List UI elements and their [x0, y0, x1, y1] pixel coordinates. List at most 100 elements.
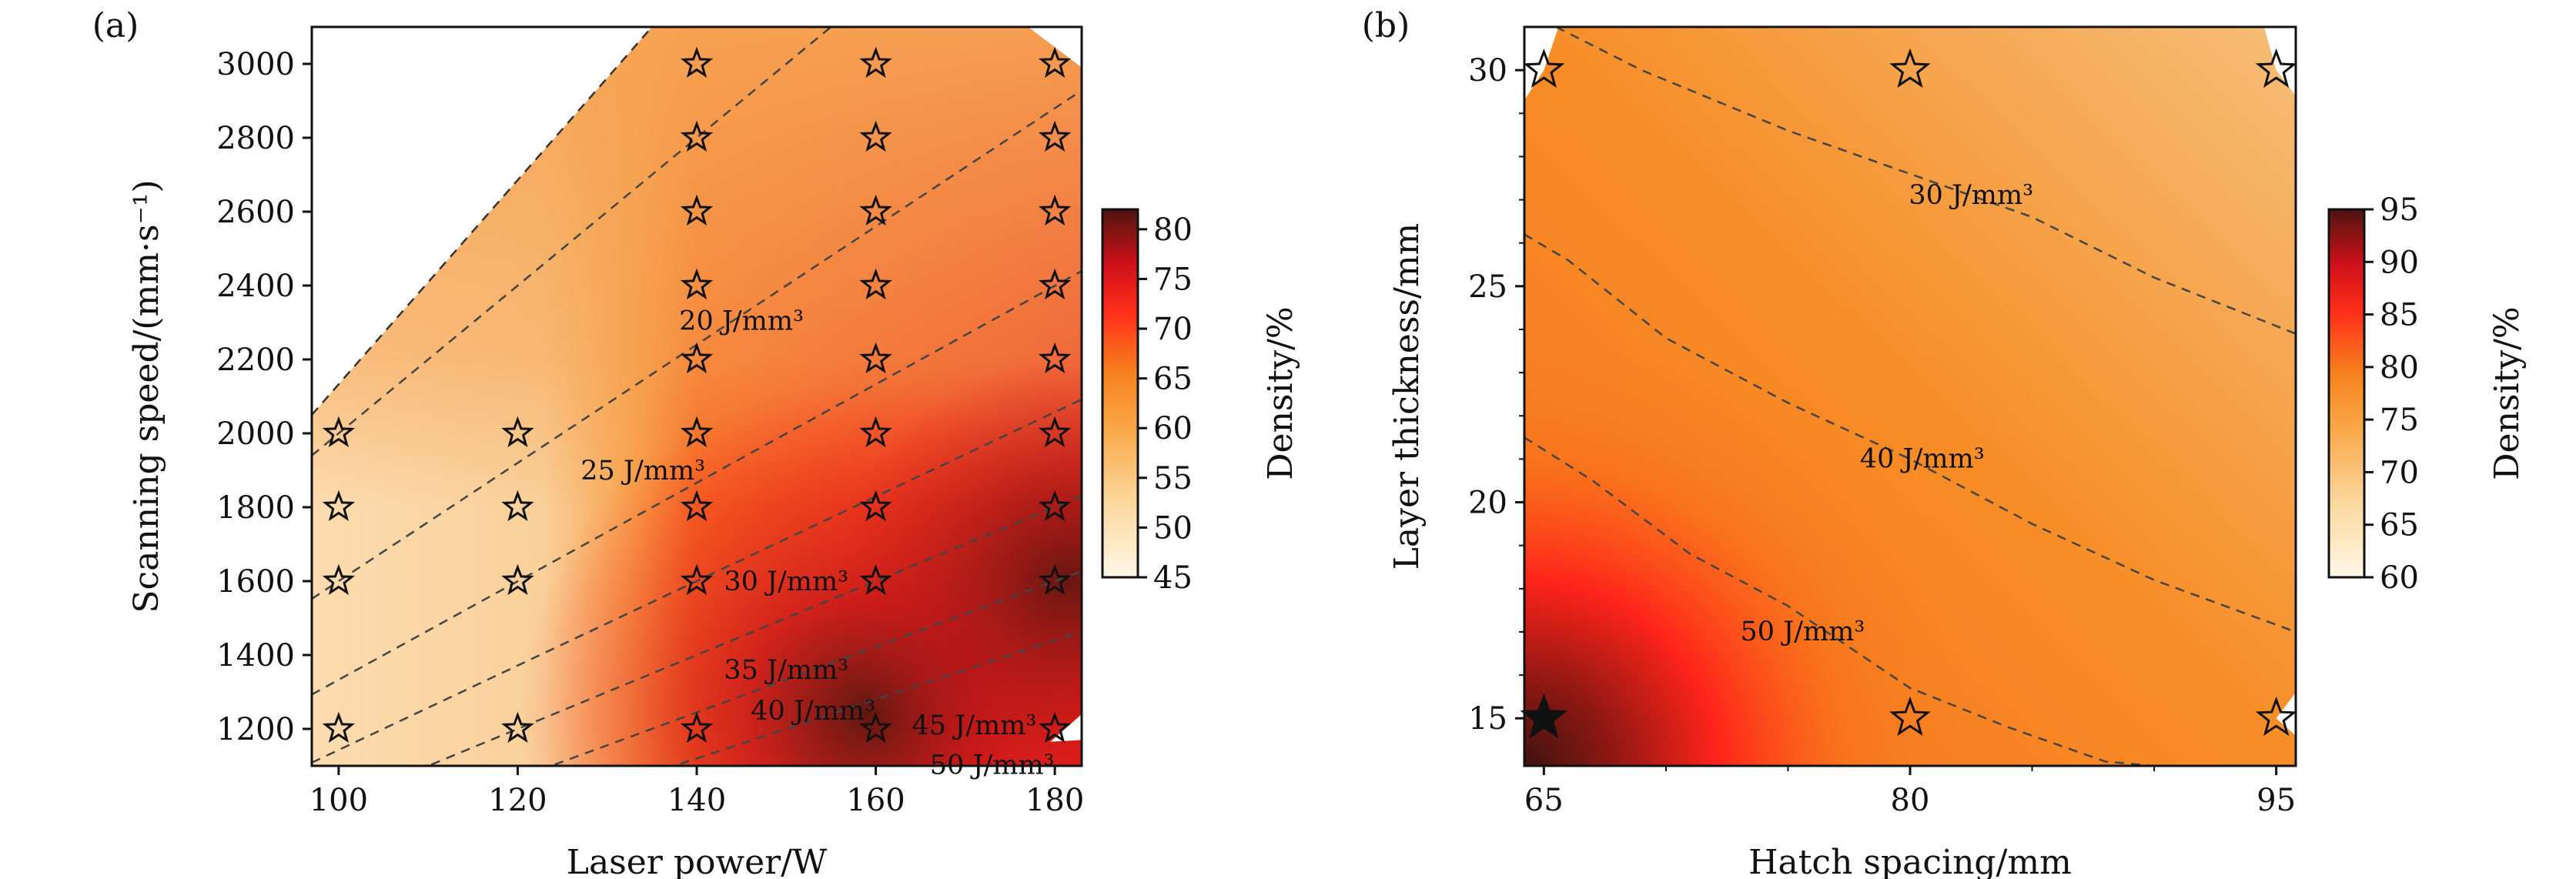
sample-star-marker	[859, 120, 892, 152]
contour-label: 40 J/mm³	[751, 696, 875, 727]
panel-b-contours	[1524, 27, 2296, 766]
colorbar-tick-label: 75	[2380, 403, 2419, 438]
sample-star-marker	[859, 711, 892, 744]
sample-star-marker	[1038, 490, 1072, 522]
contour-line	[312, 398, 1082, 764]
sample-star-marker	[1038, 563, 1072, 596]
panel-b-colorbar-ticks: 60 65 70 75 80 85 90 95	[2364, 192, 2419, 596]
x-tick-label: 160	[846, 783, 905, 818]
panel-a-contour-labels: 20 J/mm³ 25 J/mm³ 30 J/mm³ 35 J/mm³ 40 J/mm³…	[580, 306, 1054, 781]
y-tick-label: 25	[1468, 269, 1507, 305]
sample-star-marker	[859, 268, 892, 300]
sample-star-marker	[1038, 342, 1072, 374]
colorbar-tick-label: 95	[2380, 192, 2419, 228]
sample-star-marker	[859, 416, 892, 448]
sample-star-marker	[680, 120, 714, 152]
sample-star-marker	[859, 490, 892, 522]
contour-line	[312, 269, 1082, 696]
sample-star-marker	[680, 46, 714, 79]
x-tick-label: 100	[309, 783, 368, 818]
panel-a-y-axis: 1200 1400 1600 1800 2000 2200 2400 2600 2800 3000	[216, 47, 312, 747]
y-tick-label: 2200	[216, 343, 295, 378]
y-tick-label: 1400	[216, 638, 295, 673]
colorbar-tick-label: 65	[2380, 508, 2419, 543]
contour-label: 25 J/mm³	[580, 456, 705, 486]
sample-star-marker	[680, 711, 714, 744]
panel-a-colorbar-ticks: 45 50 55 60 65 70 75 80	[1138, 212, 1193, 596]
panel-b-colorbar-bar	[2327, 208, 2366, 579]
colorbar-tick-label: 60	[2380, 560, 2419, 596]
colorbar-tick-label: 85	[2380, 298, 2419, 333]
colorbar-tick-label: 60	[1153, 411, 1193, 446]
sample-star-marker	[1889, 48, 1931, 89]
sample-star-marker	[859, 342, 892, 374]
y-tick-label: 1600	[216, 564, 295, 600]
sample-star-marker	[501, 490, 534, 522]
colorbar-tick-label: 80	[2380, 350, 2419, 386]
colorbar-tick-label: 65	[1153, 362, 1193, 397]
panel-b-y-axis-title: Layer thickness/mm	[1387, 223, 1427, 570]
panel-b-colorbar: 60 65 70 75 80 85 90 95 Density/%	[2327, 192, 2527, 596]
panel-a-high-density-region-right	[312, 27, 1082, 766]
panel-b-contour-labels: 30 J/mm³ 40 J/mm³ 50 J/mm³	[1741, 180, 2034, 647]
sample-star-marker	[1038, 416, 1072, 448]
y-tick-label: 2800	[216, 121, 295, 156]
sample-star-marker	[859, 46, 892, 79]
contour-line	[1555, 27, 2296, 335]
panel-b-high-density-region	[1524, 27, 2296, 766]
sample-star-marker	[1038, 46, 1072, 79]
y-tick-label: 1200	[216, 712, 295, 747]
contour-line	[1524, 436, 2155, 766]
colorbar-tick-label: 45	[1153, 560, 1193, 596]
y-tick-label: 1800	[216, 490, 295, 526]
highlight-star-marker	[1520, 693, 1568, 739]
colorbar-tick-label: 80	[1153, 212, 1193, 248]
colorbar-tick-label: 90	[2380, 245, 2419, 280]
colorbar-tick-label: 75	[1153, 262, 1193, 297]
contour-label: 45 J/mm³	[912, 710, 1037, 741]
y-tick-label: 2600	[216, 195, 295, 230]
x-tick-label: 120	[488, 783, 547, 818]
contour-line	[312, 27, 833, 456]
sample-star-marker	[1889, 696, 1931, 737]
panel-b-colorbar-title: Density/%	[2487, 306, 2527, 480]
panel-b: (b) 30 J/mm³ 40 J/mm³ 50 J/mm³ 65 80 95 15 20…	[1362, 6, 2527, 879]
x-tick-label: 95	[2257, 783, 2296, 818]
colorbar-tick-label: 70	[1153, 312, 1193, 347]
sample-star-marker	[680, 563, 714, 596]
panel-a: (a) 20 J/mm³ 25 J/mm³ 30 J/mm³ 35 J/mm³ 40 J…	[92, 6, 1300, 879]
sample-star-marker	[2255, 696, 2297, 737]
panel-b-x-axis: 65 80 95	[1524, 766, 2296, 818]
sample-star-marker	[1038, 711, 1072, 744]
y-tick-label: 3000	[216, 47, 295, 82]
panel-b-heatmap	[1524, 27, 2296, 766]
sample-star-marker	[1523, 48, 1565, 89]
x-tick-label: 140	[667, 783, 726, 818]
panel-a-tag: (a)	[92, 6, 139, 45]
x-tick-label: 180	[1025, 783, 1084, 818]
sample-star-marker	[2255, 48, 2297, 89]
panel-b-tag: (b)	[1362, 6, 1410, 45]
sample-star-marker	[322, 416, 356, 448]
y-tick-label: 15	[1468, 701, 1507, 737]
hull-edge-line	[312, 27, 653, 416]
sample-star-marker	[501, 416, 534, 448]
contour-label: 35 J/mm³	[724, 655, 848, 686]
colorbar-tick-label: 70	[2380, 455, 2419, 490]
y-tick-label: 30	[1468, 53, 1507, 89]
colorbar-tick-label: 55	[1153, 461, 1193, 496]
sample-star-marker	[1038, 268, 1072, 300]
contour-label: 50 J/mm³	[1741, 617, 1865, 647]
sample-star-marker	[680, 342, 714, 374]
sample-star-marker	[1038, 120, 1072, 152]
sample-star-marker	[859, 194, 892, 226]
panel-a-colorbar-title: Density/%	[1261, 306, 1300, 480]
panel-b-sample-markers	[1520, 48, 2297, 739]
panel-a-heatmap	[312, 27, 1082, 766]
sample-star-marker	[680, 268, 714, 300]
panel-a-colorbar: 45 50 55 60 65 70 75 80 Density/%	[1101, 208, 1300, 596]
panel-a-y-axis-title: Scanning speed/(mm·s⁻¹)	[127, 179, 166, 613]
y-tick-label: 20	[1468, 486, 1507, 521]
contour-line	[1524, 233, 2296, 633]
